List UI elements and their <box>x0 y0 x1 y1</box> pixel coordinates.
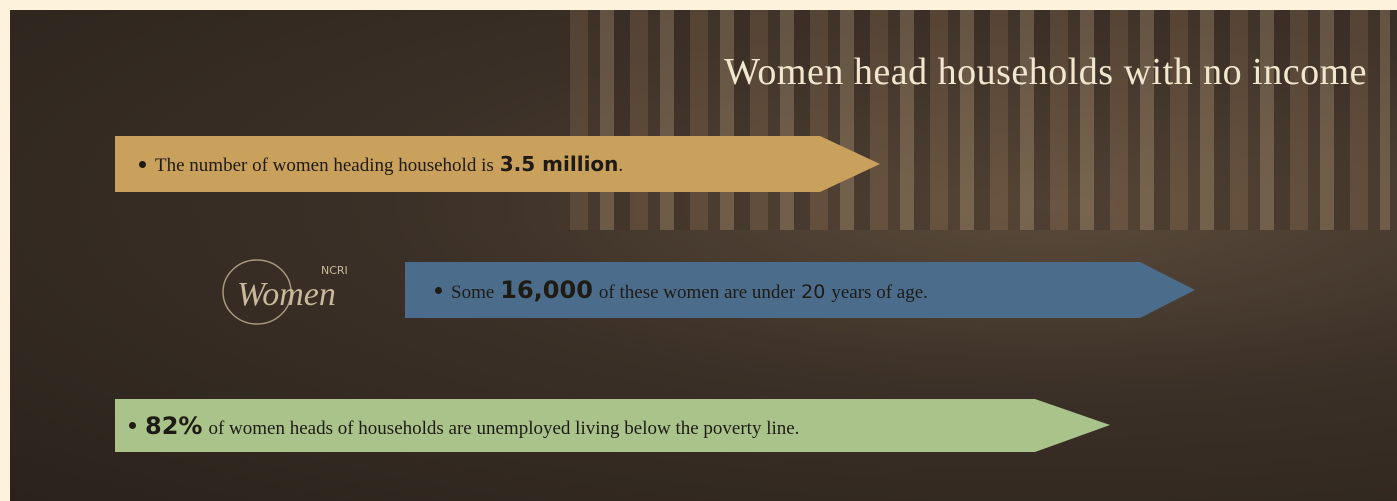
highlight: 3.5 million <box>500 152 619 176</box>
banner-text: . <box>618 155 623 177</box>
page: Women head households with no income NCR… <box>0 0 1397 501</box>
banner: 82% of women heads of households are une… <box>115 399 1110 452</box>
banner-image: Women head households with no income NCR… <box>10 10 1397 501</box>
banner-text: of these women are under <box>599 282 795 304</box>
title: Women head households with no income <box>724 50 1367 94</box>
logo: NCRI Women <box>215 250 380 340</box>
background-texture <box>570 10 1390 230</box>
banner-text: years of age. <box>831 282 928 304</box>
banner-text: of women heads of households are unemplo… <box>208 418 799 440</box>
highlight: 82% <box>145 412 202 440</box>
highlight: 16,000 <box>500 276 593 304</box>
bullet <box>435 287 442 294</box>
banner: The number of women heading household is… <box>115 136 880 192</box>
highlight: 20 <box>801 281 825 303</box>
banner-text: Some <box>451 282 494 304</box>
bullet <box>139 161 146 168</box>
bullet <box>129 422 136 429</box>
banner: Some 16,000 of these women are under 20 … <box>405 262 1195 318</box>
logo-name: Women <box>237 276 336 314</box>
banner-text: The number of women heading household is <box>155 155 494 177</box>
